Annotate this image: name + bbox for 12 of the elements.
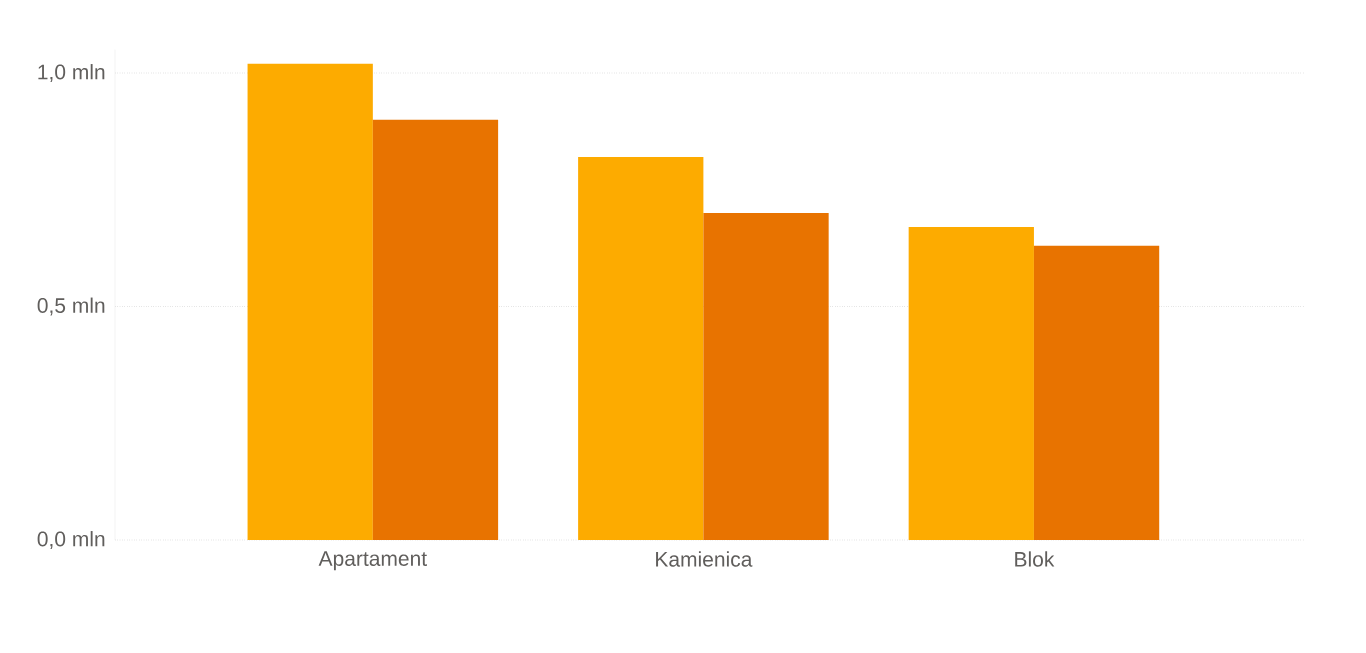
x-tick-label: Kamienica <box>656 551 753 567</box>
bar <box>1033 245 1160 540</box>
bar <box>247 63 373 540</box>
y-tick-label: 1,0 mln <box>38 64 105 82</box>
x-tick-label: Blok <box>1015 551 1055 567</box>
bar <box>908 227 1034 540</box>
bar <box>578 157 704 540</box>
x-tick-label: Apartament <box>318 551 427 571</box>
y-tick-label: 0,5 mln <box>37 297 105 316</box>
y-tick-label: 0,0 mln <box>37 531 105 549</box>
bar <box>372 119 499 540</box>
bar <box>703 213 829 540</box>
